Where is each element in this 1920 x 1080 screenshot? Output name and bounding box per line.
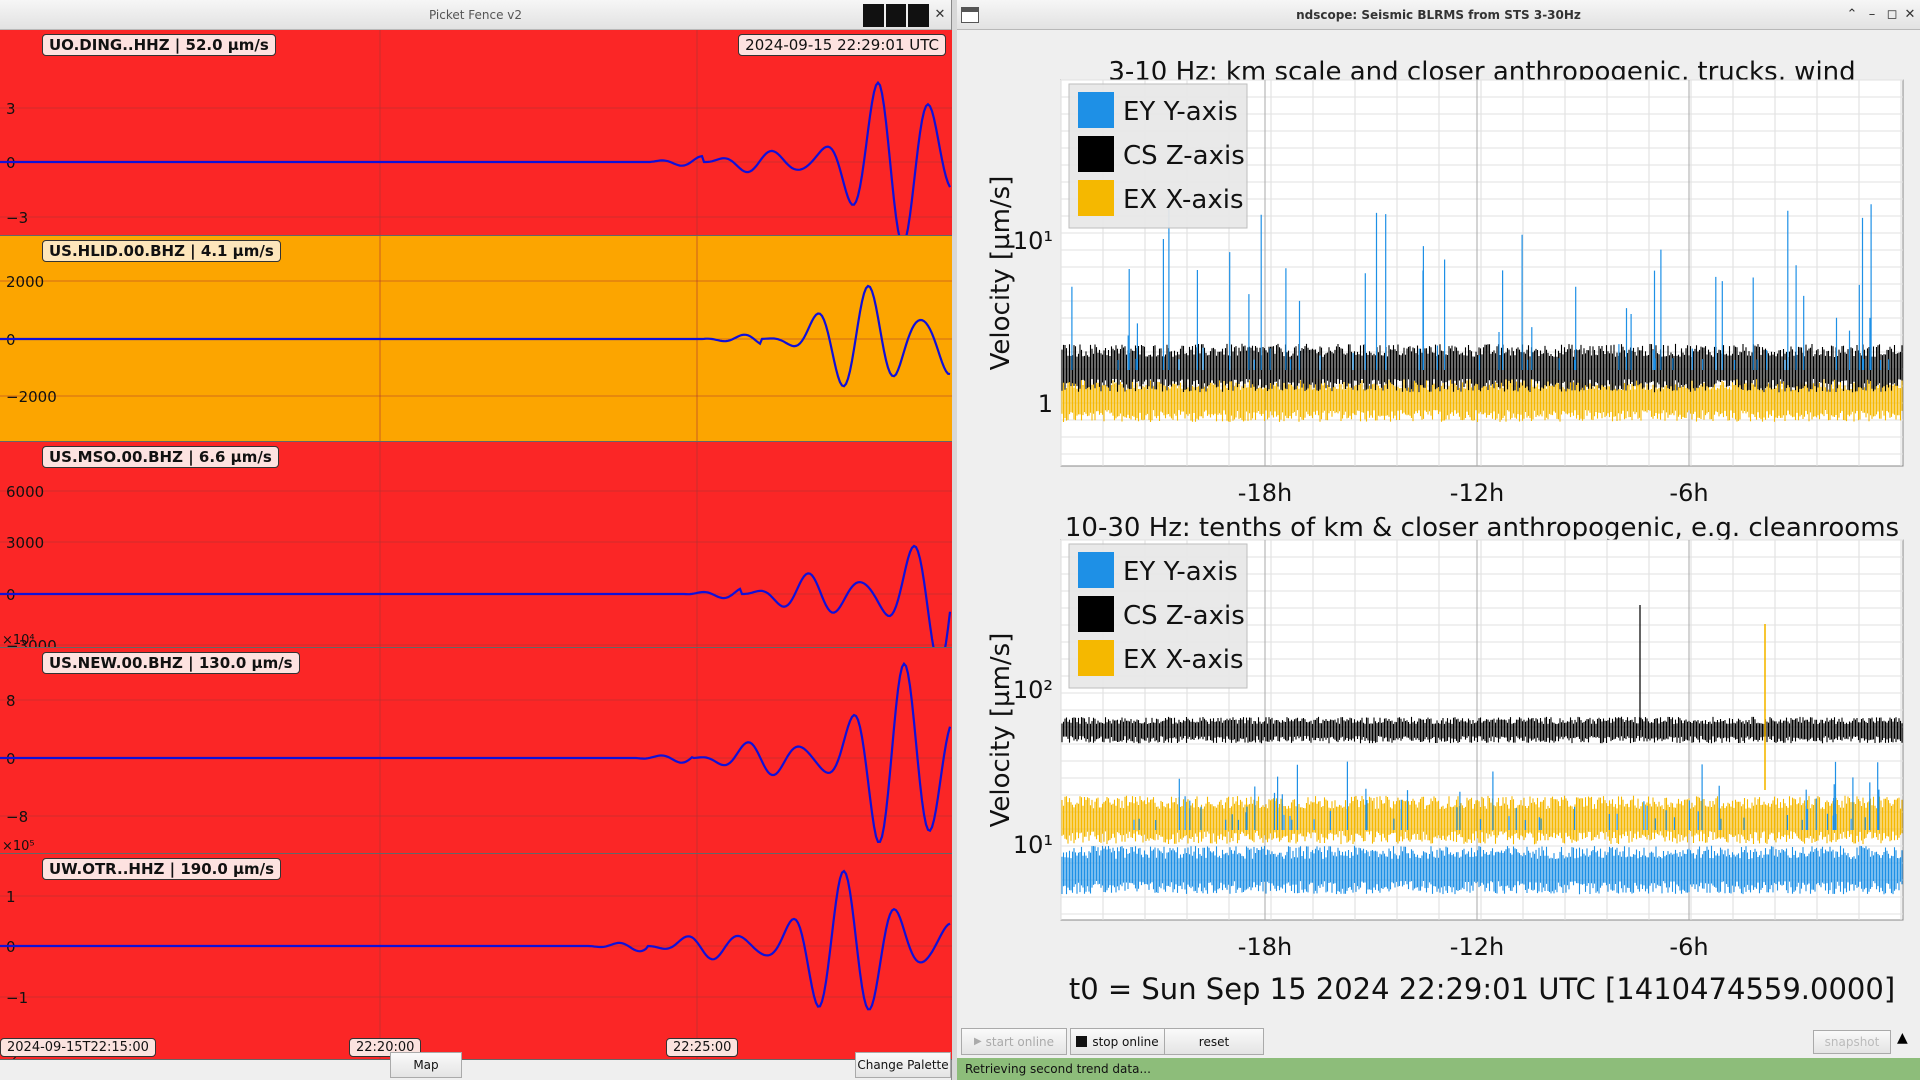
change-palette-button[interactable]: Change Palette (855, 1052, 951, 1078)
x-tick-label: -18h (1238, 933, 1292, 961)
y-tick-label: 1 (1038, 390, 1053, 418)
minimize-icon[interactable]: – (1868, 7, 1876, 22)
legend-label: EY Y-axis (1123, 97, 1238, 127)
start-online-button[interactable]: ▶ start online (961, 1028, 1067, 1055)
y-tick-label: 10¹ (1013, 831, 1053, 859)
chevron-up-icon[interactable]: ⌃ (1846, 7, 1858, 22)
x-tick-label: -18h (1238, 479, 1292, 507)
legend-swatch (1078, 552, 1114, 588)
legend-swatch (1078, 136, 1114, 172)
expand-up-icon[interactable]: ▲ (1897, 1030, 1908, 1046)
trace-spikes (1133, 761, 1880, 830)
y-tick-label: 2000 (6, 273, 44, 291)
legend: EY Y-axis CS Z-axis EX X-axis (1068, 543, 1248, 689)
station-label: UW.OTR..HHZ | 190.0 µm/s (42, 858, 282, 880)
status-bar: Retrieving second trend data... (957, 1058, 1920, 1080)
x-tick-label: -12h (1450, 933, 1504, 961)
legend-label: EX X-axis (1123, 645, 1244, 675)
snapshot-button[interactable]: snapshot (1813, 1030, 1891, 1054)
y-axis-label: Velocity [µm/s] (986, 176, 1016, 371)
trace-spikes (1071, 204, 1890, 370)
trace-band (1061, 795, 1903, 845)
legend-swatch (1078, 180, 1114, 216)
legend-label: CS Z-axis (1123, 601, 1245, 631)
seismogram-trace (0, 284, 951, 388)
axis-multiplier: ×10⁵ (2, 839, 35, 854)
legend-swatch (1078, 596, 1114, 632)
y-tick-label: −3 (6, 209, 28, 227)
y-tick-label: 10¹ (1013, 227, 1053, 255)
y-tick-label: 8 (6, 692, 16, 710)
y-tick-label: 10² (1013, 676, 1053, 704)
seismogram-plot: 10−1−2 (0, 854, 952, 1059)
window-controls-block[interactable] (863, 4, 929, 27)
picket-fence-titlebar[interactable]: Picket Fence v2 ✕ (0, 0, 951, 30)
legend: EY Y-axis CS Z-axis EX X-axis (1068, 83, 1248, 229)
legend-label: EY Y-axis (1123, 557, 1238, 587)
y-tick-label: 3 (6, 100, 16, 118)
maximize-icon[interactable]: ◻ (1886, 7, 1898, 22)
y-tick-label: 1 (6, 888, 16, 906)
seismogram-trace (0, 544, 952, 647)
ndscope-plots: 3-10 Hz: km scale and closer anthropogen… (986, 57, 1904, 1006)
seismogram-panel: 10−1−2UW.OTR..HHZ | 190.0 µm/s 2024-09-15… (0, 854, 952, 1060)
legend-label: CS Z-axis (1123, 141, 1245, 171)
trace-band (1061, 845, 1903, 895)
axis-multiplier: ×10⁴ (2, 633, 35, 648)
play-icon: ▶ (973, 1036, 982, 1047)
window-title: ndscope: Seismic BLRMS from STS 3-30Hz (1296, 8, 1581, 22)
station-label: US.MSO.00.BHZ | 6.6 µm/s (42, 446, 279, 468)
seismogram-trace (0, 869, 951, 1011)
seismogram-trace (0, 661, 952, 844)
ndscope-window: ndscope: Seismic BLRMS from STS 3-30Hz ⌃… (957, 0, 1920, 1080)
x-tick-label: -6h (1669, 933, 1708, 961)
station-label: US.NEW.00.BHZ | 130.0 µm/s (42, 652, 300, 674)
x-tick-label: -12h (1450, 479, 1504, 507)
time-tick-label: 2024-09-15T22:15:00 (0, 1038, 156, 1057)
x-tick-label: -6h (1669, 479, 1708, 507)
legend-swatch (1078, 640, 1114, 676)
y-tick-label: −8 (6, 808, 28, 826)
trace-band (1061, 716, 1903, 744)
app-icon (961, 7, 979, 23)
seismogram-plot: 80−8×10⁵ (0, 648, 952, 854)
y-tick-label: −2000 (6, 388, 57, 406)
y-tick-label: −1 (6, 989, 28, 1007)
legend-label: EX X-axis (1123, 185, 1244, 215)
y-axis-label: Velocity [µm/s] (986, 633, 1016, 828)
time-tick-label: 22:25:00 (666, 1038, 739, 1057)
reset-button[interactable]: reset (1164, 1028, 1264, 1055)
legend-swatch (1078, 92, 1114, 128)
station-label: UO.DING..HHZ | 52.0 µm/s (42, 34, 276, 56)
seismogram-panel: 8 0 −8 ×10⁵ US.NEW.00.BHZ | 130.0 µm/s (0, 648, 952, 854)
picket-fence-window: Picket Fence v2 ✕ 3 0 −3 UO.DING..HHZ | 52.… (0, 0, 952, 1080)
ndscope-titlebar[interactable]: ndscope: Seismic BLRMS from STS 3-30Hz ⌃… (957, 0, 1920, 30)
y-tick-label: 3000 (6, 534, 44, 552)
plot-title: 10-30 Hz: tenths of km & closer anthropo… (1065, 513, 1899, 543)
seismogram-plot: 30−3 (0, 30, 952, 235)
station-label: US.HLID.00.BHZ | 4.1 µm/s (42, 240, 281, 262)
seismogram-panel: 6000 3000 0 −3000 ×10⁴ US.MSO.00.BHZ | 6.6 µm… (0, 442, 952, 648)
y-tick-label: 6000 (6, 483, 44, 501)
trace-band (1061, 378, 1903, 422)
timestamp-label: 2024-09-15 22:29:01 UTC (738, 34, 946, 56)
map-button[interactable]: Map (390, 1052, 462, 1078)
window-title: Picket Fence v2 (428, 8, 523, 22)
seismogram-trace (0, 80, 951, 235)
seismogram-panel: 3 0 −3 UO.DING..HHZ | 52.0 µm/s 2024-09-15 2… (0, 30, 952, 236)
close-icon[interactable]: ✕ (1904, 7, 1916, 22)
t0-label: t0 = Sun Sep 15 2024 22:29:01 UTC [14104… (1069, 972, 1895, 1006)
stop-online-button[interactable]: stop online (1070, 1028, 1165, 1055)
close-icon[interactable]: ✕ (934, 7, 946, 22)
stop-icon (1076, 1036, 1088, 1047)
y-tick-label: −3000 (6, 637, 57, 648)
